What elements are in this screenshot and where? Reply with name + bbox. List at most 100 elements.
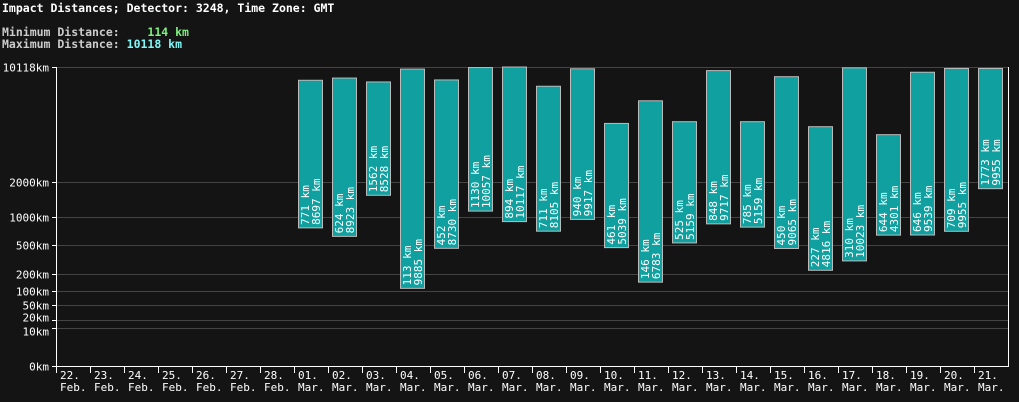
- y-tick-label: 50km: [23, 300, 50, 313]
- x-tick-label-month: Mar.: [876, 381, 903, 394]
- x-tick-label-day: 02.: [332, 369, 352, 382]
- x-tick-label-day: 01.: [298, 369, 318, 382]
- y-tick-label: 100km: [16, 286, 49, 299]
- min-label: Minimum Distance:: [2, 25, 120, 39]
- bar-max-label: 4816 km: [820, 221, 833, 268]
- range-bar: [910, 71, 935, 236]
- x-tick-label-day: 21.: [978, 369, 998, 382]
- bar-min-label: 771 km: [299, 185, 312, 225]
- range-bar: [774, 76, 799, 249]
- bar-min-label: 227 km: [809, 227, 822, 267]
- x-tick-label-day: 05.: [434, 369, 454, 382]
- x-tick-label-day: 17.: [842, 369, 862, 382]
- bar-min-label: 146 km: [639, 239, 652, 279]
- bar-max-label: 5159 km: [684, 193, 697, 240]
- x-tick-label-day: 22.: [60, 369, 80, 382]
- min-value: 114 km: [147, 25, 189, 39]
- y-tick-label: 2000km: [9, 177, 49, 190]
- x-tick-label-month: Mar.: [468, 381, 495, 394]
- x-tick-label-day: 20.: [944, 369, 964, 382]
- range-bar: [808, 126, 833, 271]
- x-tick-label-month: Mar.: [638, 381, 665, 394]
- x-tick-label-day: 10.: [604, 369, 624, 382]
- x-tick-label-month: Mar.: [740, 381, 767, 394]
- x-tick-label-day: 08.: [536, 369, 556, 382]
- bar-min-label: 1130 km: [469, 161, 482, 208]
- x-tick-label-month: Feb.: [94, 381, 121, 394]
- x-tick-label-month: Mar.: [298, 381, 325, 394]
- x-tick-label-day: 24.: [128, 369, 148, 382]
- bar-max-label: 9539 km: [922, 185, 935, 232]
- bar-max-label: 8105 km: [548, 181, 561, 228]
- range-bar: [672, 121, 697, 244]
- bar-min-label: 848 km: [707, 181, 720, 221]
- bar-max-label: 8923 km: [344, 187, 357, 234]
- x-tick-label-day: 27.: [230, 369, 250, 382]
- x-tick-label-month: Mar.: [570, 381, 597, 394]
- bar-min-label: 644 km: [877, 192, 890, 232]
- x-tick-label-month: Mar.: [434, 381, 461, 394]
- x-tick-label-month: Mar.: [366, 381, 393, 394]
- x-tick-label-day: 25.: [162, 369, 182, 382]
- x-tick-label-day: 28.: [264, 369, 284, 382]
- bar-min-label: 1562 km: [367, 146, 380, 193]
- x-tick-label-month: Feb.: [162, 381, 189, 394]
- x-tick-label-month: Feb.: [264, 381, 291, 394]
- maximum-distance-row: Maximum Distance: 10118 km: [2, 38, 182, 50]
- x-tick-label-month: Feb.: [230, 381, 257, 394]
- bar-max-label: 8528 km: [378, 146, 391, 193]
- x-tick-label-month: Mar.: [672, 381, 699, 394]
- bar-max-label: 9885 km: [412, 239, 425, 286]
- y-tick-label: 10118km: [3, 62, 50, 75]
- x-tick-label-month: Feb.: [196, 381, 223, 394]
- bar-min-label: 624 km: [333, 193, 346, 233]
- range-bar: [740, 121, 765, 228]
- x-tick-label-month: Mar.: [774, 381, 801, 394]
- bar-max-label: 9917 km: [582, 170, 595, 217]
- bar-min-label: 785 km: [741, 184, 754, 224]
- bar-min-label: 450 km: [775, 205, 788, 245]
- range-bar: [842, 67, 867, 262]
- bar-max-label: 8697 km: [310, 178, 323, 225]
- bar-max-label: 4301 km: [888, 185, 901, 232]
- range-bar: [604, 122, 629, 249]
- x-tick-label-day: 13.: [706, 369, 726, 382]
- x-tick-label-month: Mar.: [400, 381, 427, 394]
- bar-min-label: 940 km: [571, 176, 584, 216]
- bar-min-label: 646 km: [911, 192, 924, 232]
- range-bar: [502, 66, 527, 223]
- bar-max-label: 5159 km: [752, 177, 765, 224]
- max-value: 10118 km: [126, 37, 183, 51]
- x-tick-label-day: 03.: [366, 369, 386, 382]
- bar-max-label: 10057 km: [480, 155, 493, 208]
- x-tick-label-month: Feb.: [128, 381, 155, 394]
- x-tick-label-day: 12.: [672, 369, 692, 382]
- x-tick-label-day: 23.: [94, 369, 114, 382]
- range-bar: [876, 134, 901, 236]
- bar-max-label: 9717 km: [718, 174, 731, 221]
- range-bar: [944, 67, 969, 232]
- x-tick-label-day: 16.: [808, 369, 828, 382]
- y-tick-label: 1000km: [9, 212, 49, 225]
- range-bar: [468, 67, 493, 212]
- range-bar: [638, 100, 663, 283]
- bar-min-label: 1773 km: [979, 139, 992, 186]
- x-tick-label-day: 19.: [910, 369, 930, 382]
- x-tick-label-day: 07.: [502, 369, 522, 382]
- range-bar: [366, 81, 391, 196]
- bar-max-label: 9955 km: [956, 182, 969, 229]
- x-tick-label-day: 15.: [774, 369, 794, 382]
- x-tick-label-month: Mar.: [808, 381, 835, 394]
- x-tick-label-month: Mar.: [536, 381, 563, 394]
- range-bar: [332, 77, 357, 237]
- x-tick-label-day: 09.: [570, 369, 590, 382]
- bar-min-label: 894 km: [503, 178, 516, 218]
- chart-title: Impact Distances; Detector: 3248, Time Z…: [2, 1, 335, 15]
- x-tick-label-day: 14.: [740, 369, 760, 382]
- bar-max-label: 6783 km: [650, 232, 663, 279]
- x-tick-label-month: Mar.: [978, 381, 1005, 394]
- bar-min-label: 310 km: [843, 218, 856, 258]
- x-tick-label-month: Mar.: [706, 381, 733, 394]
- x-tick-label-day: 04.: [400, 369, 420, 382]
